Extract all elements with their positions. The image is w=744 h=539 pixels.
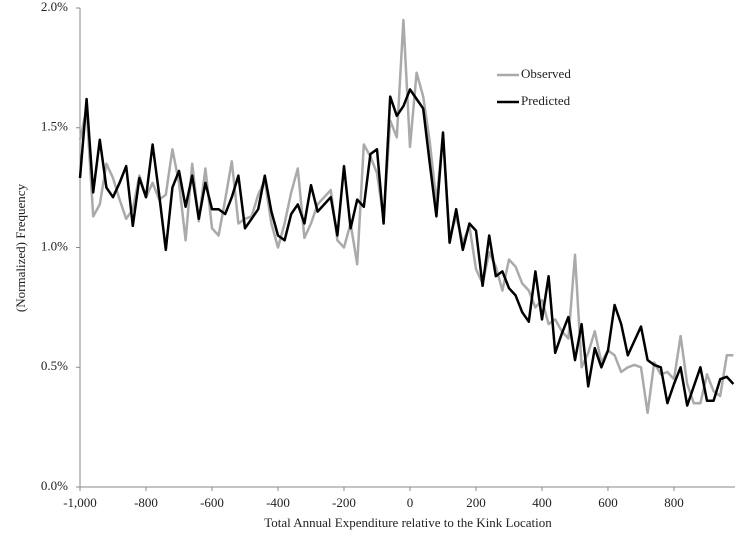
y-axis-label: (Normalized) Frequency [13,183,28,312]
legend-label: Observed [521,66,571,81]
y-tick-label: 0.0% [41,478,68,493]
x-tick-label: 0 [407,495,414,510]
y-tick-label: 1.5% [41,119,68,134]
series-line [78,88,735,407]
y-tick-label: 2.0% [41,0,68,14]
legend-label: Predicted [521,93,571,108]
y-tick-label: 1.0% [41,238,68,253]
x-tick-label: -200 [332,495,356,510]
x-tick-label: 600 [598,495,618,510]
series-line [78,18,734,415]
x-tick-label: -600 [200,495,224,510]
x-axis-label: Total Annual Expenditure relative to the… [264,515,552,530]
y-tick-label: 0.5% [41,358,68,373]
x-tick-label: 800 [664,495,684,510]
x-tick-label: -1,000 [63,495,97,510]
x-tick-label: -400 [266,495,290,510]
x-tick-label: -800 [134,495,158,510]
x-tick-label: 400 [532,495,552,510]
x-tick-label: 200 [466,495,486,510]
